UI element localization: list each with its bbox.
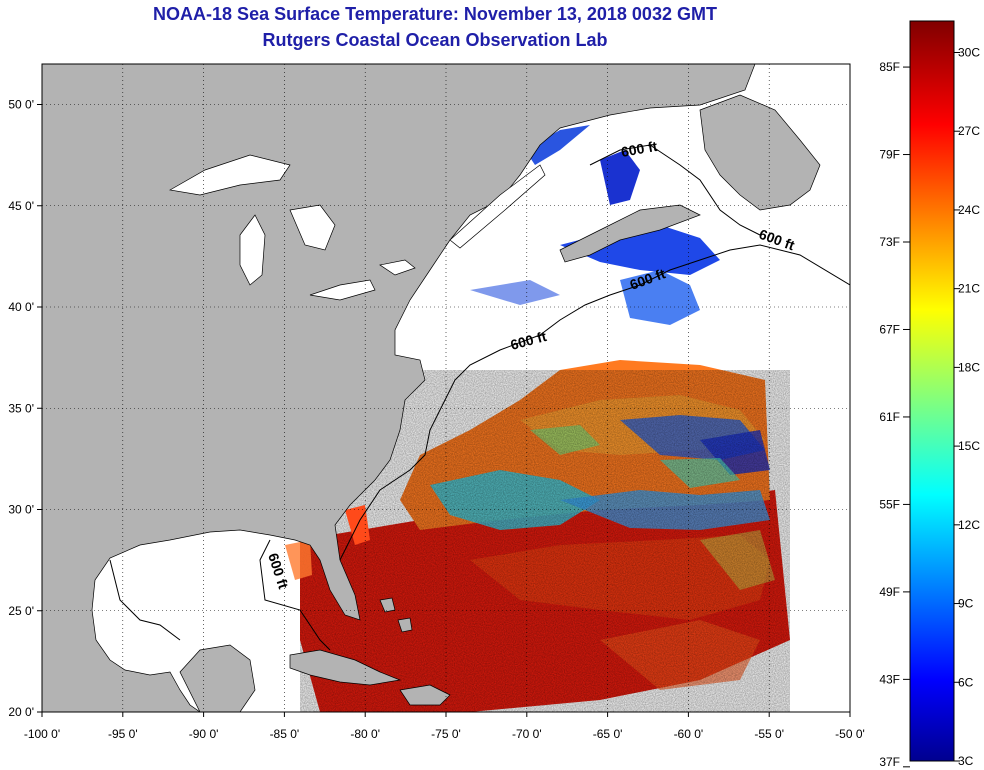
x-tick-label: -100 0': [24, 727, 60, 741]
colorbar-c-label: 27C: [958, 124, 980, 138]
y-tick-label: 25 0': [8, 604, 34, 618]
map-title: NOAA-18 Sea Surface Temperature: Novembe…: [153, 4, 717, 24]
colorbar-c-label: 15C: [958, 439, 980, 453]
colorbar-f-label: 43F: [879, 672, 900, 686]
colorbar-c-label: 24C: [958, 203, 980, 217]
x-tick-label: -70 0': [512, 727, 542, 741]
map-frame: [41, 63, 851, 713]
depth-contour-600ft: [109, 144, 850, 651]
y-tick-label: 35 0': [8, 401, 34, 415]
colorbar-f-label: 67F: [879, 322, 900, 336]
graticule: [42, 64, 850, 712]
colorbar-f-label: 73F: [879, 235, 900, 249]
colorbar-f-label: 49F: [879, 585, 900, 599]
x-tick-label: -80 0': [350, 727, 380, 741]
x-tick-label: -50 0': [835, 727, 865, 741]
x-tick-label: -55 0': [754, 727, 784, 741]
great-lakes: [168, 154, 546, 301]
contour-label: 600 ft: [620, 138, 659, 160]
colorbar-labels: 85F 79F 73F 67F 61F 55F 49F 43F 37F 30C 27C 24C 21C 1…: [879, 45, 980, 769]
x-tick-label: -60 0': [674, 727, 704, 741]
colorbar-f-label: 37F: [879, 755, 900, 769]
y-tick-label: 50 0': [8, 98, 34, 112]
colorbar-c-label: 9C: [958, 597, 974, 611]
y-tick-label: 40 0': [8, 300, 34, 314]
axis-ticks: -100 0' -95 0' -90 0' -85 0' -80 0' -75 0' -70…: [8, 98, 864, 742]
colorbar-f-label: 85F: [879, 60, 900, 74]
x-tick-label: -85 0': [270, 727, 300, 741]
sst-swath: [285, 125, 790, 712]
colorbar-f-label: 79F: [879, 148, 900, 162]
x-tick-label: -90 0': [189, 727, 219, 741]
colorbar-f-label: 55F: [879, 497, 900, 511]
x-tick-label: -75 0': [431, 727, 461, 741]
x-tick-label: -95 0': [108, 727, 138, 741]
colorbar-c-label: 6C: [958, 675, 974, 689]
y-tick-label: 45 0': [8, 199, 34, 213]
colorbar-c-label: 18C: [958, 360, 980, 374]
colorbar-c-label: 30C: [958, 45, 980, 59]
sst-map: 600 ft 600 ft 600 ft 600 ft 600 ft -100 …: [8, 63, 865, 742]
y-tick-label: 20 0': [8, 705, 34, 719]
colorbar-f-label: 61F: [879, 410, 900, 424]
map-subtitle: Rutgers Coastal Ocean Observation Lab: [262, 30, 608, 50]
colorbar-gradient: [909, 20, 955, 762]
y-tick-label: 30 0': [8, 503, 34, 517]
colorbar-c-label: 21C: [958, 282, 980, 296]
x-tick-label: -65 0': [593, 727, 623, 741]
land-masses: [42, 64, 821, 712]
colorbar-c-label: 3C: [958, 754, 974, 768]
colorbar-c-label: 12C: [958, 518, 980, 532]
